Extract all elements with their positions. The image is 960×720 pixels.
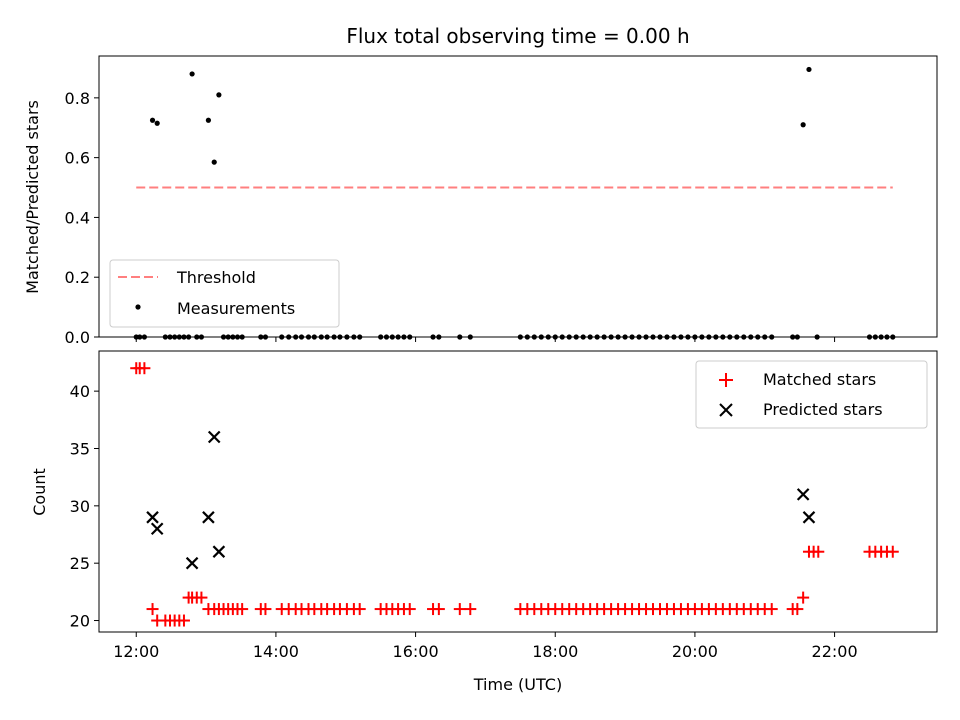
- matched-star-marker: [765, 603, 778, 616]
- legend-measurements-swatch: [135, 304, 141, 310]
- x-tick-label: 18:00: [532, 642, 578, 661]
- predicted-star-marker: [146, 511, 159, 524]
- matched-star-marker: [464, 603, 477, 616]
- x-axis-label: Time (UTC): [473, 675, 562, 694]
- bottom-y-tick-label: 40: [70, 382, 90, 401]
- top-y-tick-label: 0.0: [65, 328, 90, 347]
- top-y-axis-label: Matched/Predicted stars: [23, 100, 42, 294]
- x-tick-label: 22:00: [812, 642, 858, 661]
- top-y-tick-label: 0.8: [65, 89, 90, 108]
- top-y-tick-label: 0.6: [65, 149, 90, 168]
- x-tick-label: 20:00: [672, 642, 718, 661]
- measurement-point: [216, 92, 222, 98]
- predicted-star-marker: [150, 522, 164, 536]
- bottom-x-axis-ticks: 12:00 14:00 16:00 18:00 20:00 22:00: [113, 632, 858, 661]
- matched-star-marker: [259, 603, 272, 616]
- legend-predicted-swatch: [719, 403, 733, 417]
- bottom-y-tick-label: 30: [70, 497, 90, 516]
- matched-star-marker: [797, 591, 810, 604]
- top-y-tick-label: 0.4: [65, 208, 90, 227]
- top-x-axis-ticks: [135, 337, 836, 342]
- matched-star-marker: [812, 545, 825, 558]
- matched-star-marker: [432, 603, 445, 616]
- top-legend-box: [109, 259, 340, 328]
- bottom-legend: Matched stars Predicted stars: [695, 360, 928, 429]
- top-plot-frame: [98, 55, 938, 338]
- predicted-star-marker: [207, 430, 221, 444]
- legend-matched-label: Matched stars: [763, 370, 876, 389]
- measurement-point: [154, 120, 160, 126]
- matched-star-marker: [453, 603, 466, 616]
- matched-star-marker: [195, 591, 208, 604]
- chart-title: Flux total observing time = 0.00 h: [346, 24, 689, 48]
- bottom-marks: [130, 362, 899, 627]
- bottom-y-axis-ticks: 20 25 30 35 40: [70, 382, 99, 631]
- bottom-y-axis-label: Count: [30, 468, 49, 516]
- bottom-y-tick-label: 25: [70, 554, 90, 573]
- legend-measurements-label: Measurements: [177, 299, 295, 318]
- predicted-star-marker: [796, 488, 810, 501]
- bottom-legend-box: [695, 360, 928, 429]
- predicted-star-marker: [802, 511, 816, 524]
- bottom-plot-frame: [98, 350, 938, 633]
- top-legend: Threshold Measurements: [109, 259, 340, 328]
- measurement-point: [806, 66, 812, 73]
- measurement-point: [149, 117, 156, 123]
- matched-star-marker: [886, 545, 899, 558]
- top-y-axis-ticks: 0.0 0.2 0.4 0.6 0.8: [65, 89, 99, 347]
- bottom-panel: 20 25 30 35 40 12:00 14:00 16:00 18:00 20:00 22:0…: [30, 350, 938, 694]
- legend-matched-swatch: [719, 373, 733, 387]
- bottom-y-tick-label: 20: [70, 612, 90, 631]
- matched-star-marker: [146, 603, 159, 616]
- legend-threshold-label: Threshold: [176, 268, 256, 287]
- matched-star-marker: [791, 603, 804, 616]
- predicted-star-marker: [185, 556, 199, 570]
- x-tick-label: 12:00: [113, 642, 159, 661]
- predicted-star-marker: [202, 511, 215, 524]
- matched-star-marker: [138, 362, 151, 375]
- measurement-point: [205, 117, 212, 123]
- top-panel: 0.00.20.40.60.8 Matched/Predicted stars …: [23, 55, 938, 347]
- matched-star-marker: [353, 603, 366, 616]
- legend-predicted-label: Predicted stars: [763, 400, 883, 419]
- x-tick-label: 16:00: [393, 642, 439, 661]
- measurement-point: [189, 71, 195, 77]
- x-tick-label: 14:00: [253, 642, 299, 661]
- matched-star-marker: [236, 603, 249, 616]
- top-y-tick-label: 0.2: [65, 268, 90, 287]
- measurement-point: [211, 159, 217, 165]
- predicted-star-marker: [212, 545, 226, 558]
- bottom-y-tick-label: 35: [70, 439, 90, 458]
- matched-star-marker: [177, 614, 190, 627]
- matched-star-marker: [403, 603, 416, 616]
- measurement-point: [800, 122, 806, 128]
